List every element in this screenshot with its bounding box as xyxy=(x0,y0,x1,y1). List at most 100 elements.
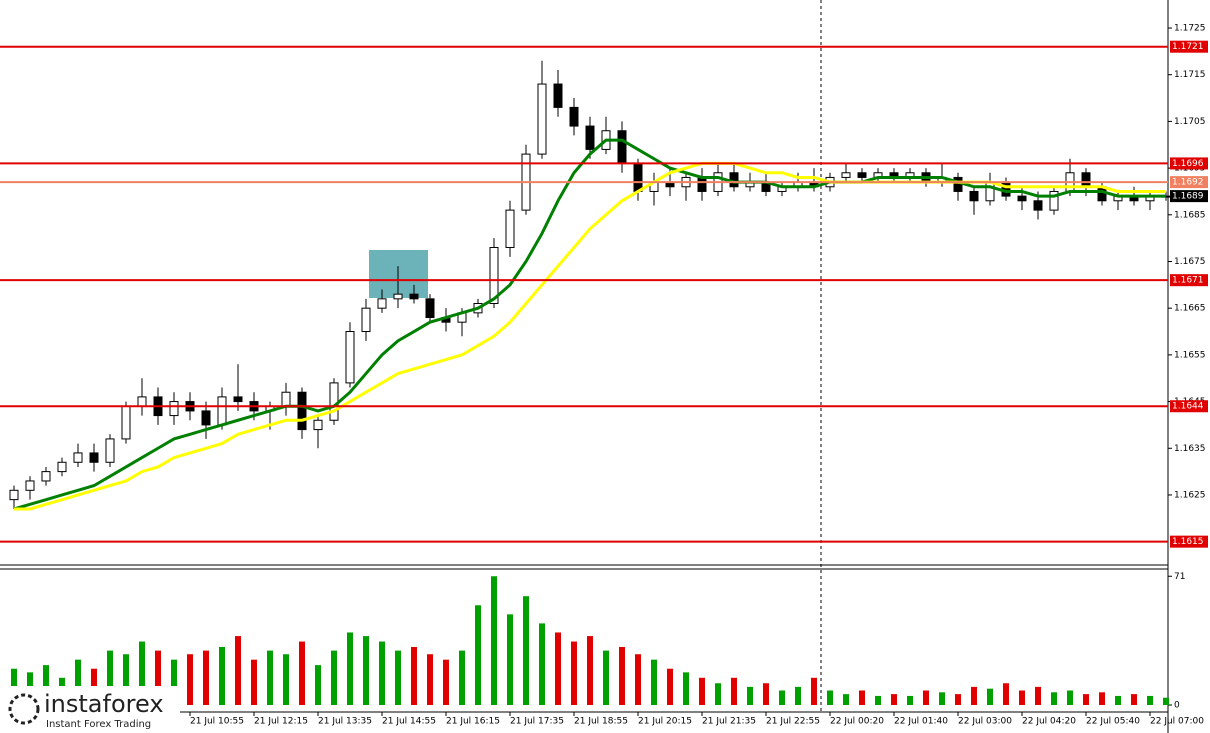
volume-bar xyxy=(203,650,209,705)
level-label: 1.1692 xyxy=(1172,178,1204,188)
candle-body xyxy=(169,401,179,417)
level-label: 1.1671 xyxy=(1172,276,1204,286)
volume-bar xyxy=(923,690,929,705)
candle-body xyxy=(377,298,387,309)
volume-bar xyxy=(987,688,993,705)
x-tick-label: 22 Jul 04:20 xyxy=(1022,717,1076,727)
level-label-bg xyxy=(1170,176,1208,189)
candle-body xyxy=(89,452,99,463)
volume-bar xyxy=(459,650,465,705)
candle-body xyxy=(57,461,67,473)
candle-body xyxy=(73,452,83,463)
moving-average xyxy=(13,138,1166,511)
volume-bar xyxy=(187,654,193,705)
candle-body xyxy=(297,391,307,431)
volume-bar xyxy=(715,683,721,705)
volume-bar xyxy=(843,694,849,705)
candle-body xyxy=(489,246,499,305)
volume-bar xyxy=(891,694,897,705)
x-tick-label: 21 Jul 14:55 xyxy=(382,717,436,727)
volume-bar xyxy=(315,665,321,705)
level-label-bg xyxy=(1170,274,1208,287)
y-tick-label: 1.1675 xyxy=(1174,257,1206,267)
volume-bar xyxy=(507,614,513,705)
volume-bar xyxy=(427,654,433,705)
volume-bar xyxy=(1067,690,1073,705)
candle-body xyxy=(233,396,243,403)
logo-name: instaforex xyxy=(44,690,164,718)
candle-body xyxy=(553,83,563,108)
volume-bar xyxy=(491,576,497,705)
x-tick-label: 21 Jul 18:55 xyxy=(574,717,628,727)
volume-bar xyxy=(235,636,241,705)
y-tick-label: 1.1715 xyxy=(1174,70,1206,80)
candle-body xyxy=(329,382,339,421)
volume-bar xyxy=(171,659,177,705)
logo-icon xyxy=(8,693,40,725)
volume-bar xyxy=(779,690,785,705)
volume-bar xyxy=(683,672,689,705)
volume-bar xyxy=(747,686,753,705)
volume-bar xyxy=(219,646,225,705)
volume-bar xyxy=(283,654,289,705)
logo: instaforex Instant Forex Trading xyxy=(0,686,180,733)
candle-body xyxy=(121,405,131,440)
x-tick-label: 21 Jul 20:15 xyxy=(638,717,692,727)
volume-bar xyxy=(907,695,913,705)
x-tick-label: 21 Jul 17:35 xyxy=(510,717,564,727)
volume-bar xyxy=(443,659,449,705)
volume-bar xyxy=(971,686,977,705)
candle-body xyxy=(1033,200,1043,211)
volume-bar xyxy=(331,650,337,705)
volume-bar xyxy=(1083,694,1089,705)
volume-bar xyxy=(411,646,417,705)
candle-body xyxy=(345,331,355,384)
current-price-bg xyxy=(1170,190,1208,203)
y-tick-label: 1.1705 xyxy=(1174,117,1206,127)
x-tick-label: 21 Jul 10:55 xyxy=(190,717,244,727)
candle-body xyxy=(617,130,627,164)
y-tick-label: 1.1665 xyxy=(1174,304,1206,314)
candle-body xyxy=(985,181,995,202)
volume-bar xyxy=(731,677,737,705)
x-tick-label: 21 Jul 16:15 xyxy=(446,717,500,727)
candle-body xyxy=(585,125,595,150)
candle-body xyxy=(393,293,403,300)
volume-bar xyxy=(1163,697,1169,705)
x-tick-label: 22 Jul 01:40 xyxy=(894,717,948,727)
volume-bar xyxy=(139,641,145,705)
volume-bar xyxy=(475,605,481,705)
volume-bar xyxy=(251,659,257,705)
volume-bar xyxy=(603,650,609,705)
volume-bar xyxy=(1147,695,1153,705)
candle-body xyxy=(1049,190,1059,211)
volume-bar xyxy=(619,646,625,705)
candle-body xyxy=(569,106,579,127)
volume-tick-label: 0 xyxy=(1174,701,1180,711)
x-tick-label: 21 Jul 13:35 xyxy=(318,717,372,727)
volume-bar xyxy=(1051,692,1057,705)
volume-bar xyxy=(763,683,769,705)
y-tick-label: 1.1725 xyxy=(1174,24,1206,34)
candle-body xyxy=(969,190,979,202)
volume-bar xyxy=(795,686,801,705)
candle-body xyxy=(537,83,547,155)
volume-bar xyxy=(555,632,561,705)
volume-bar xyxy=(347,632,353,705)
candle-body xyxy=(25,480,35,491)
x-tick-label: 21 Jul 21:35 xyxy=(702,717,756,727)
volume-bar xyxy=(699,677,705,705)
volume-bar xyxy=(75,659,81,705)
current-price-label: 1.1689 xyxy=(1172,192,1204,202)
logo-tagline: Instant Forex Trading xyxy=(46,719,151,730)
candle-body xyxy=(201,410,211,426)
volume-tick-label: 71 xyxy=(1174,572,1185,582)
volume-bar xyxy=(43,665,49,705)
volume-bar xyxy=(571,641,577,705)
candle-body xyxy=(361,307,371,333)
volume-bar xyxy=(875,695,881,705)
volume-bar xyxy=(667,668,673,705)
x-tick-label: 21 Jul 12:15 xyxy=(254,717,308,727)
volume-bar xyxy=(1131,694,1137,705)
